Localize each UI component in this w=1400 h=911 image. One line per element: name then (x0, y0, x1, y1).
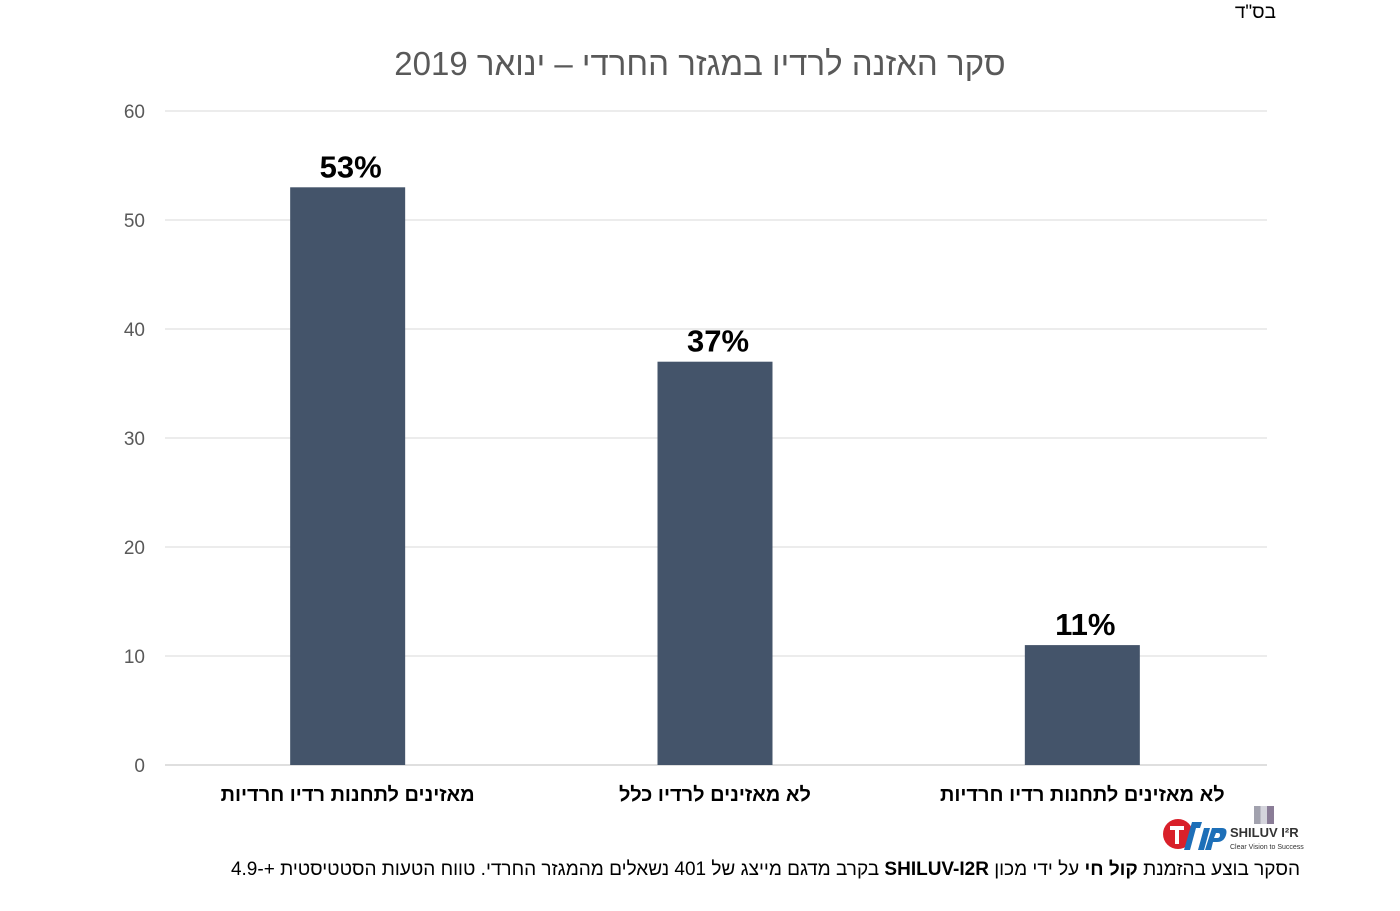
data-label: 11% (1055, 607, 1115, 642)
bsd-header: בס"ד (1234, 2, 1276, 23)
shiluv-logo-mark (1254, 806, 1274, 824)
shiluv-logo-name: SHILUV I²R (1230, 825, 1299, 840)
logos: SHILUV I²R Clear Vision to Success (1160, 804, 1310, 856)
x-tick-label: מאזינים לתחנות רדיו חרדיות (221, 784, 475, 806)
kol-chai-logo-graphic (1163, 819, 1227, 850)
y-tick-label: 10 (124, 647, 145, 668)
y-tick-label: 50 (124, 211, 145, 232)
x-tick-label: לא מאזינים לתחנות רדיו חרדיות (940, 784, 1225, 806)
bar (657, 361, 773, 765)
shiluv-logo: SHILUV I²R Clear Vision to Success (1230, 804, 1310, 856)
y-tick-label: 0 (134, 756, 145, 777)
y-tick-label: 30 (124, 429, 145, 450)
shiluv-logo-tagline: Clear Vision to Success (1230, 844, 1304, 851)
y-tick-label: 60 (124, 102, 145, 123)
x-tick-label: לא מאזינים לרדיו כלל (619, 784, 811, 806)
footer-note: הסקר בוצע בהזמנת קול חי על ידי מכון SHIL… (230, 859, 1300, 880)
chart-title: סקר האזנה לרדיו במגזר החרדי – ינואר 2019 (394, 45, 1006, 82)
y-tick-label: 20 (124, 538, 145, 559)
data-label: 37% (687, 324, 749, 359)
y-tick-label: 40 (124, 320, 145, 341)
bar (290, 187, 406, 766)
bar (1024, 645, 1140, 765)
kol-chai-logo (1162, 814, 1228, 854)
data-label: 53% (320, 149, 382, 184)
